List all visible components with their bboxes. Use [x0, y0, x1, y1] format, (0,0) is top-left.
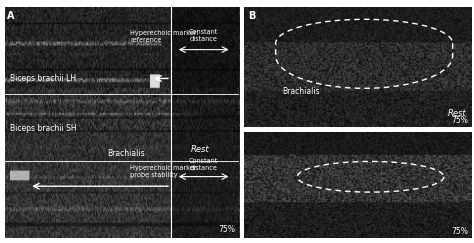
Text: Hyperechoic marker:
reference: Hyperechoic marker: reference: [130, 30, 199, 43]
Text: Brachialis: Brachialis: [108, 149, 145, 158]
Text: B: B: [248, 11, 255, 21]
Bar: [171, 7, 239, 238]
Text: 75%: 75%: [451, 116, 468, 125]
Text: Rest: Rest: [191, 145, 209, 154]
Text: 75%: 75%: [219, 225, 236, 234]
Text: Constant
distance: Constant distance: [189, 158, 219, 171]
Text: Biceps brachii SH: Biceps brachii SH: [9, 124, 76, 133]
Text: Constant
distance: Constant distance: [189, 29, 219, 42]
Text: Biceps brachii LH: Biceps brachii LH: [9, 74, 76, 83]
Text: 75%: 75%: [451, 227, 468, 236]
Text: Hyperechoic marker:
probe stability: Hyperechoic marker: probe stability: [130, 165, 199, 178]
Text: Rest: Rest: [448, 109, 466, 118]
Text: A: A: [7, 11, 14, 21]
Text: Brachialis: Brachialis: [282, 87, 319, 96]
